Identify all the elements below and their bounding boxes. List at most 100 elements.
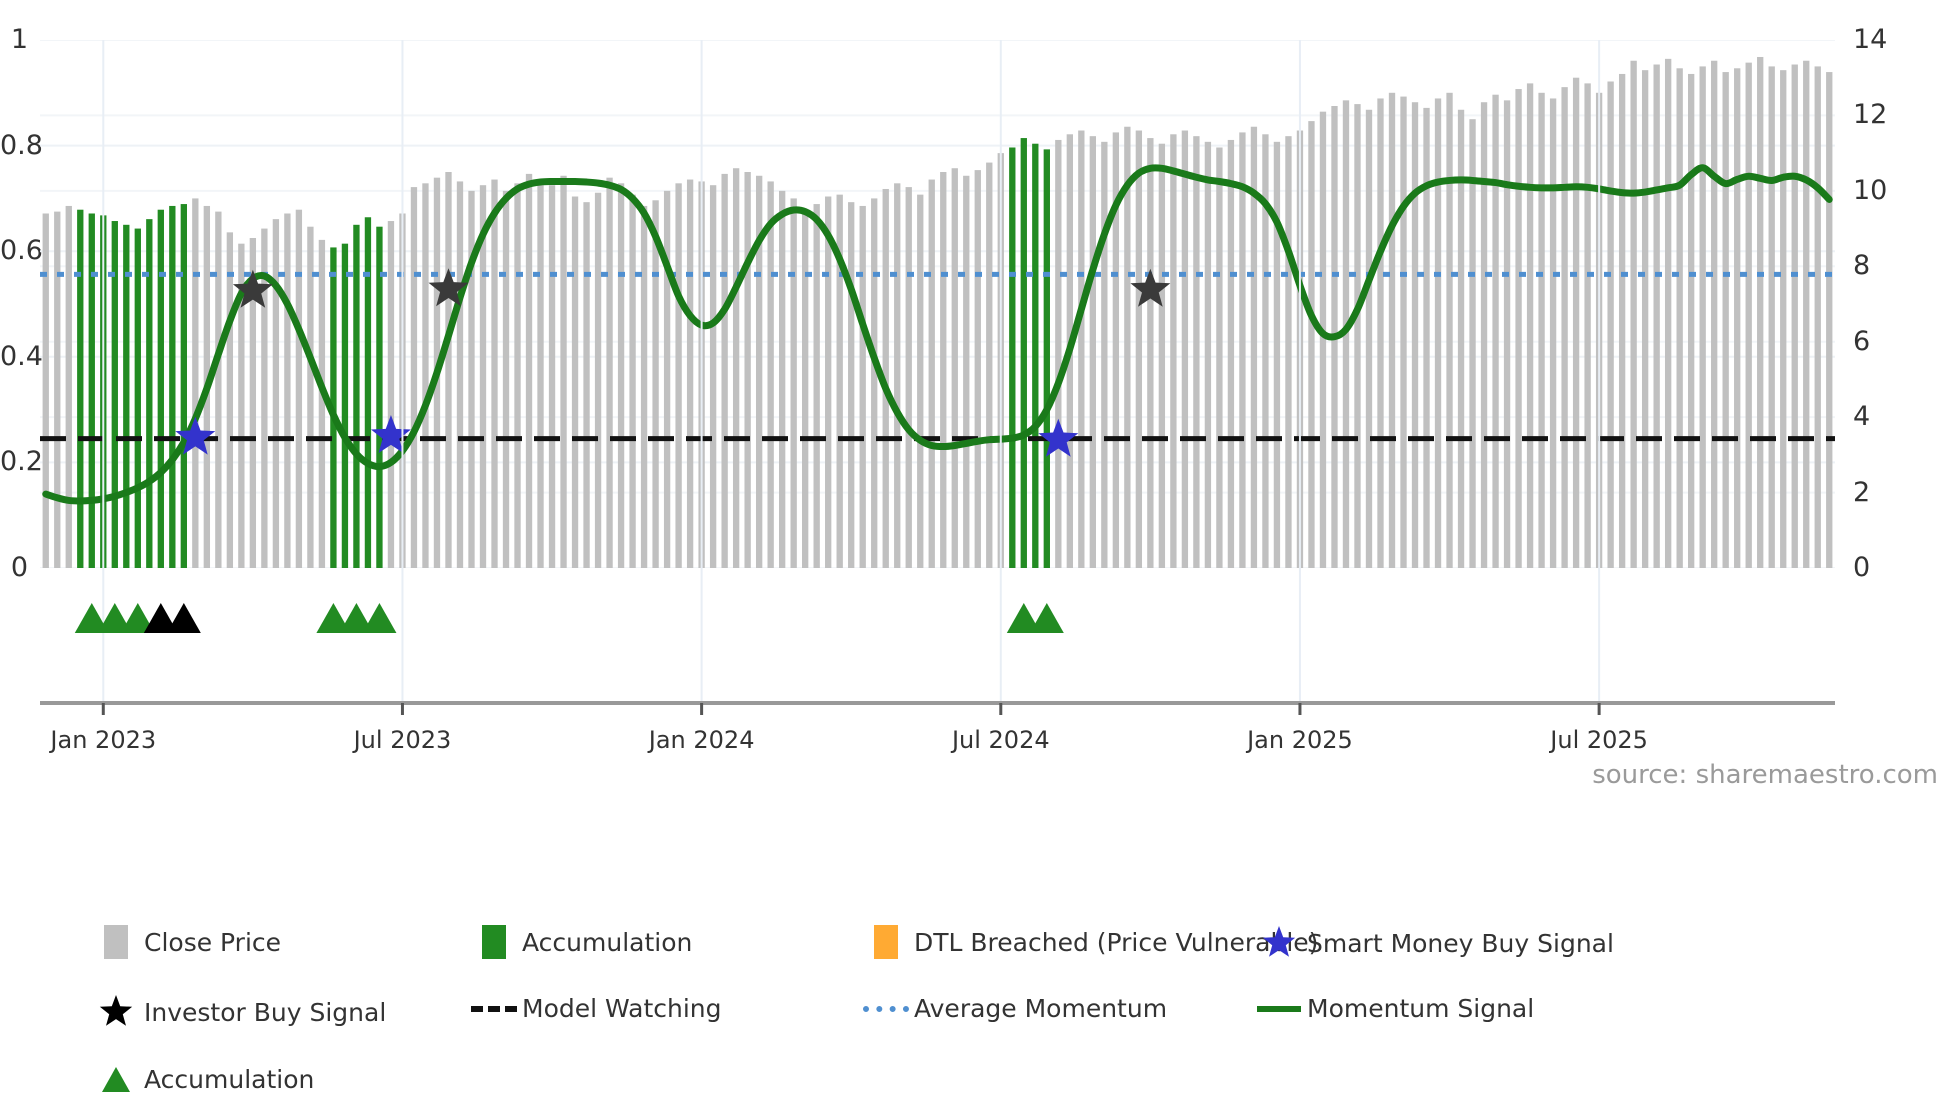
close-price-bar <box>514 183 521 568</box>
accumulation-triangle-marker <box>120 603 155 633</box>
close-price-bar <box>1101 141 1108 568</box>
smart-money-buy-signal-marker <box>175 416 216 455</box>
close-price-bar <box>986 162 993 568</box>
legend-item[interactable]: Average Momentum <box>858 994 1167 1023</box>
legend-item[interactable]: Smart Money Buy Signal <box>1251 925 1614 961</box>
plot-area <box>40 40 1835 568</box>
legend-row: Accumulation <box>88 1001 1888 1094</box>
legend-item[interactable]: Momentum Signal <box>1251 994 1534 1023</box>
close-price-bar <box>1503 100 1511 568</box>
y-axis-left-tick-label: 0.8 <box>0 129 43 161</box>
close-price-bar <box>479 185 487 568</box>
dashed-line-icon <box>466 1005 522 1012</box>
close-price-bar <box>548 185 556 568</box>
close-price-bar <box>1515 89 1522 568</box>
close-price-bar <box>1768 66 1775 568</box>
close-price-bar <box>871 198 878 568</box>
y-axis-left-tick-label: 0.6 <box>0 235 43 267</box>
legend-item[interactable]: DTL Breached (Price Vulnerable) <box>858 925 1318 959</box>
accumulation-triangle-marker <box>362 603 397 633</box>
accumulation-triangle-marker <box>97 603 132 633</box>
legend-row: Investor Buy Signal Model Watching Average… <box>88 963 1888 1027</box>
y-axis-right-tick-label: 12 <box>1853 99 1888 131</box>
triangle-icon <box>88 1063 144 1095</box>
close-price-bar <box>307 226 314 568</box>
close-price-bar <box>1734 68 1741 568</box>
accumulation-bar <box>1020 138 1027 568</box>
close-price-bar <box>1814 66 1821 568</box>
legend-item[interactable]: Accumulation <box>466 925 692 959</box>
accumulation-triangle-marker <box>74 603 109 633</box>
close-price-bar <box>502 190 510 568</box>
x-axis-tick-label: Jan 2023 <box>50 726 157 754</box>
legend-item-label: Close Price <box>144 927 282 957</box>
legend-item[interactable]: Investor Buy Signal <box>88 994 386 1030</box>
smart-money-buy-signal-marker <box>370 415 411 453</box>
legend-item-label: Model Watching <box>522 994 722 1023</box>
legend-item-label: DTL Breached (Price Vulnerable) <box>914 927 1319 957</box>
close-price-bar <box>215 211 222 568</box>
close-price-bar <box>1273 141 1281 568</box>
accumulation-bar <box>146 219 153 568</box>
close-price-bar <box>940 172 947 568</box>
square-icon <box>466 925 522 959</box>
close-price-bar <box>1204 141 1212 568</box>
accumulation-bar <box>341 243 349 568</box>
close-price-bar <box>1826 72 1833 568</box>
close-price-bar <box>1181 130 1189 568</box>
close-price-bar <box>1216 147 1223 568</box>
accumulation-triangle-marker <box>339 603 374 633</box>
close-price-bar <box>963 175 970 568</box>
close-price-bar <box>859 205 866 568</box>
accumulation-bar <box>77 209 84 568</box>
y-axis-right-tick-label: 10 <box>1853 174 1888 206</box>
legend-item[interactable]: Accumulation <box>88 1063 314 1095</box>
close-price-bar <box>790 198 797 568</box>
close-price-bar <box>894 183 901 568</box>
close-price-bar <box>1526 83 1534 568</box>
legend-item-label: Accumulation <box>522 927 693 957</box>
close-price-bar <box>1239 132 1246 568</box>
close-price-bar <box>1135 130 1143 568</box>
close-price-bar <box>1423 107 1430 568</box>
accumulation-triangle-marker <box>316 603 351 633</box>
close-price-bar <box>1688 73 1695 568</box>
close-price-bar <box>836 194 843 568</box>
close-price-bar <box>951 168 958 568</box>
close-price-bar <box>1618 73 1626 568</box>
close-price-bar <box>1803 60 1810 568</box>
accumulation-bar <box>353 224 360 568</box>
accumulation-bar <box>1043 149 1050 568</box>
close-price-bar <box>594 192 602 568</box>
close-price-bar <box>571 196 579 568</box>
source-note: source: sharemaestro.com <box>1592 760 1938 790</box>
y-axis-left-tick-label: 0.2 <box>0 446 43 478</box>
close-price-bar <box>848 202 855 568</box>
close-price-bar <box>583 202 590 568</box>
close-price-bar <box>1641 70 1649 568</box>
y-axis-right-tick-label: 8 <box>1853 250 1871 282</box>
close-price-bar <box>261 228 268 568</box>
legend-item[interactable]: Model Watching <box>466 994 722 1023</box>
close-price-bar <box>802 211 809 568</box>
close-price-bar <box>1377 98 1384 568</box>
accumulation-bar <box>364 217 372 568</box>
close-price-bar <box>226 232 234 568</box>
close-price-bar <box>238 243 245 568</box>
close-price-bar <box>974 170 981 568</box>
close-price-bar <box>1676 68 1683 568</box>
close-price-bar <box>1722 72 1729 568</box>
close-price-bar <box>1457 109 1465 568</box>
x-axis-tick-label: Jan 2024 <box>648 726 755 754</box>
legend-item-label: Investor Buy Signal <box>144 997 387 1027</box>
accumulation-bar <box>180 204 187 568</box>
accumulation-bar <box>111 221 118 568</box>
close-price-bar <box>410 187 418 568</box>
close-price-bar <box>1664 58 1672 568</box>
legend-item[interactable]: Close Price <box>88 925 281 959</box>
accumulation-bar <box>1009 147 1016 568</box>
close-price-bar <box>1250 126 1258 568</box>
close-price-bar <box>1365 109 1373 568</box>
star-icon <box>88 994 144 1030</box>
